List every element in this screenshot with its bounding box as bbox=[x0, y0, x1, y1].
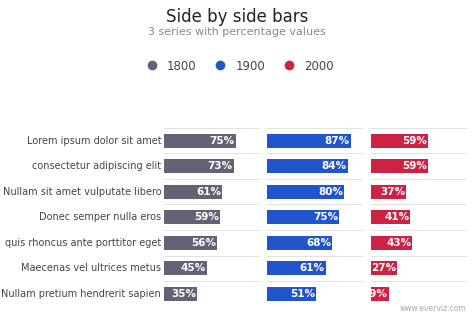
Bar bbox=[371, 261, 397, 275]
Bar bbox=[267, 185, 344, 199]
Bar bbox=[371, 134, 428, 148]
Text: 45%: 45% bbox=[181, 263, 206, 273]
Bar bbox=[267, 210, 339, 224]
Text: 43%: 43% bbox=[386, 238, 411, 248]
Text: 61%: 61% bbox=[300, 263, 325, 273]
Text: 51%: 51% bbox=[290, 289, 315, 299]
Bar bbox=[267, 236, 332, 250]
Text: 75%: 75% bbox=[210, 136, 235, 146]
Bar bbox=[164, 185, 222, 199]
Bar bbox=[164, 159, 234, 173]
Text: 19%: 19% bbox=[363, 289, 388, 299]
Text: quis rhoncus ante porttitor eget: quis rhoncus ante porttitor eget bbox=[5, 238, 161, 248]
Bar bbox=[371, 287, 389, 301]
Bar bbox=[371, 210, 410, 224]
Text: 80%: 80% bbox=[318, 187, 343, 197]
Bar bbox=[267, 134, 351, 148]
Text: Donec semper nulla eros: Donec semper nulla eros bbox=[39, 212, 161, 222]
Text: 27%: 27% bbox=[371, 263, 396, 273]
Bar bbox=[164, 287, 197, 301]
Text: 35%: 35% bbox=[171, 289, 196, 299]
Text: 68%: 68% bbox=[307, 238, 331, 248]
Text: consectetur adipiscing elit: consectetur adipiscing elit bbox=[32, 161, 161, 171]
Text: Lorem ipsum dolor sit amet: Lorem ipsum dolor sit amet bbox=[27, 136, 161, 146]
Bar bbox=[164, 261, 207, 275]
Text: 73%: 73% bbox=[208, 161, 233, 171]
Text: Side by side bars: Side by side bars bbox=[166, 8, 308, 26]
Bar bbox=[164, 236, 217, 250]
Bar bbox=[371, 159, 428, 173]
Text: Nullam pretium hendrerit sapien: Nullam pretium hendrerit sapien bbox=[1, 289, 161, 299]
Text: 61%: 61% bbox=[196, 187, 221, 197]
Text: Maecenas vel ultrices metus: Maecenas vel ultrices metus bbox=[21, 263, 161, 273]
Bar bbox=[267, 159, 348, 173]
Text: 75%: 75% bbox=[313, 212, 338, 222]
Text: 56%: 56% bbox=[191, 238, 216, 248]
Bar bbox=[164, 210, 220, 224]
Text: www.everviz.com: www.everviz.com bbox=[400, 304, 467, 313]
Bar bbox=[267, 261, 326, 275]
Text: 59%: 59% bbox=[401, 136, 427, 146]
Bar bbox=[371, 236, 412, 250]
Text: 3 series with percentage values: 3 series with percentage values bbox=[148, 27, 326, 37]
Text: 41%: 41% bbox=[384, 212, 409, 222]
Bar bbox=[267, 287, 316, 301]
Text: 59%: 59% bbox=[194, 212, 219, 222]
Text: 59%: 59% bbox=[401, 161, 427, 171]
Bar bbox=[371, 185, 406, 199]
Text: 84%: 84% bbox=[322, 161, 347, 171]
Text: 87%: 87% bbox=[325, 136, 350, 146]
Legend: 1800, 1900, 2000: 1800, 1900, 2000 bbox=[135, 55, 339, 77]
Text: 37%: 37% bbox=[380, 187, 405, 197]
Text: Nullam sit amet vulputate libero: Nullam sit amet vulputate libero bbox=[2, 187, 161, 197]
Bar bbox=[164, 134, 236, 148]
